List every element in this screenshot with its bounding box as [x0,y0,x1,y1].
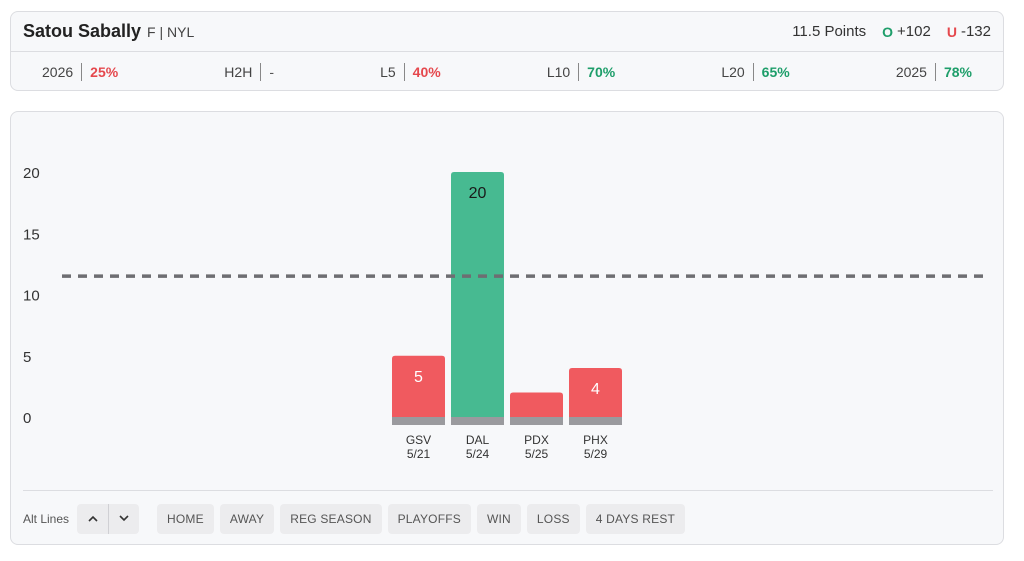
bar-value-label: 4 [591,381,600,398]
stat-divider [81,62,83,81]
filter-buttons: HOME AWAY REG SEASON PLAYOFFS WIN LOSS 4 DAYS … [151,503,686,534]
x-tick-date: 5/25 [525,447,549,461]
y-tick-label: 20 [23,165,40,182]
stat-l5: L5 40% [380,62,441,81]
stat-h2h: H2H - [224,62,274,81]
stat-2025: 2025 78% [895,62,972,81]
x-tick-date: 5/24 [466,447,490,461]
stat-divider [260,62,262,81]
y-tick-label: 0 [23,410,31,427]
alt-line-up-button[interactable] [77,503,109,534]
chart-card: 0 5 10 15 20 5 GSV 5/21 20 DAL 5/24 PDX 5/25 4 PHX 5/29… [10,111,1004,545]
hit-rate-stats-row: 2026 25% H2H - L5 40% L10 70% L20 65% 2025 78% [11,52,1003,91]
x-tick-team: GSV [406,433,431,447]
under-odds-button[interactable]: U -132 [947,23,991,40]
bar-pdx[interactable] [510,392,563,418]
y-tick-label: 10 [23,288,40,305]
meta-separator: | [159,23,168,40]
x-tick-team: PHX [583,433,608,447]
x-tick-date: 5/21 [407,447,431,461]
header-top-row: Satou Sabally F | NYL 11.5 Points O +102… [11,12,1003,52]
stat-value: 25% [90,63,119,80]
under-odds: -132 [960,23,991,40]
player-meta: F | NYL [147,24,194,40]
bar-base [569,417,622,425]
stat-value: 40% [412,63,441,80]
y-tick-label: 15 [23,226,40,243]
stat-label: 2025 [895,63,927,80]
bar-gsv[interactable] [392,355,445,417]
stat-divider [752,62,754,81]
alt-lines-label: Alt Lines [23,511,70,526]
stat-value: 65% [761,63,790,80]
bar-dal[interactable] [451,172,504,417]
chart-controls: Alt Lines HOME AWAY REG SEASON PLAYOFFS WIN L… [23,490,993,546]
filter-reg-season-button[interactable]: REG SEASON [280,503,382,534]
filter-loss-button[interactable]: LOSS [526,503,580,534]
x-tick-team: PDX [524,433,549,447]
over-icon: O [882,23,894,40]
filter-away-button[interactable]: AWAY [219,503,275,534]
stat-2026: 2026 25% [42,62,119,81]
bar-base [392,417,445,425]
stat-divider [578,62,580,81]
stat-label: L5 [380,63,396,80]
stat-label: L10 [546,63,571,80]
player-team: NYL [167,23,195,40]
under-icon: U [946,23,957,40]
bar-value-label: 5 [414,369,423,386]
filter-4-days-rest-button[interactable]: 4 DAYS REST [585,503,686,534]
player-position: F [147,23,156,40]
stat-l20: L20 65% [721,62,790,81]
x-tick-date: 5/29 [584,447,608,461]
filter-playoffs-button[interactable]: PLAYOFFS [387,503,471,534]
stat-label: 2026 [42,63,74,80]
stat-l10: L10 70% [546,62,616,81]
prop-line-label: 11.5 Points [792,23,867,40]
stat-label: H2H [224,63,253,80]
filter-win-button[interactable]: WIN [476,503,521,534]
bar-base [451,417,504,425]
over-odds-button[interactable]: O +102 [882,23,931,40]
stat-divider [934,62,936,81]
filter-home-button[interactable]: HOME [157,503,214,534]
stat-divider [403,62,405,81]
bar-phx[interactable] [569,368,622,417]
stat-value: 78% [943,63,972,80]
stat-value: 70% [587,63,616,80]
alt-lines-stepper [77,503,140,534]
bar-base [510,417,563,425]
over-odds: +102 [897,23,931,40]
alt-line-down-button[interactable] [108,503,140,534]
bar-value-label: 20 [469,185,487,202]
player-name: Satou Sabally [23,21,142,41]
chevron-down-icon [119,515,129,522]
x-tick-team: DAL [466,433,490,447]
stat-value: - [269,63,274,80]
stat-label: L20 [721,63,745,80]
chevron-up-icon [87,515,98,522]
player-header-card: Satou Sabally F | NYL 11.5 Points O +102… [10,11,1004,91]
line-info: 11.5 Points O +102 U -132 [792,23,991,40]
y-tick-label: 5 [23,349,31,366]
